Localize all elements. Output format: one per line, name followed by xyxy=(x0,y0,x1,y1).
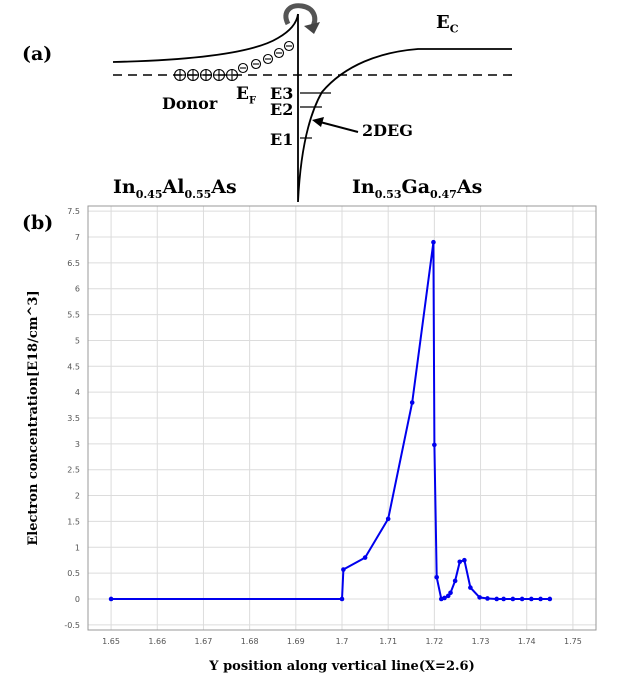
donor-label: Donor xyxy=(162,94,218,113)
data-point xyxy=(341,567,346,572)
x-tick-label: 1.71 xyxy=(379,637,397,646)
y-tick-label: 2.5 xyxy=(67,466,80,475)
data-point xyxy=(442,595,447,601)
electron-concentration-chart: 1.65 1.66 1.67 1.68 1.69 1.7 1.71 1.72 1.73 1.74 1… xyxy=(26,205,597,674)
data-point xyxy=(457,559,463,565)
x-tick-label: 1.66 xyxy=(148,637,166,646)
y-tick-label: 0.5 xyxy=(67,569,80,578)
electron xyxy=(250,58,262,70)
electron xyxy=(283,40,295,52)
rotation-arrow-head xyxy=(304,22,320,34)
y-tick-label: 5.5 xyxy=(67,311,80,320)
rotation-arrow-icon xyxy=(283,3,318,30)
x-tick-label: 1.68 xyxy=(241,637,259,646)
twodeg-arrow-line xyxy=(319,121,359,133)
y-tick-label: 5 xyxy=(75,336,80,345)
y-tick-label: 6.5 xyxy=(67,259,80,268)
y-tick-label: 6 xyxy=(75,285,80,294)
electron xyxy=(262,53,274,65)
series-line xyxy=(111,242,550,601)
material-right-label: In0.53Ga0.47As xyxy=(352,176,483,201)
data-point xyxy=(431,239,436,245)
electron xyxy=(273,47,285,59)
data-point xyxy=(434,574,439,580)
panel-b-label: (b) xyxy=(22,212,54,234)
data-point xyxy=(432,442,437,448)
data-point xyxy=(510,596,516,602)
data-point xyxy=(529,596,534,602)
band-diagram xyxy=(112,3,512,203)
twodeg-label: 2DEG xyxy=(362,121,413,140)
donor-ion xyxy=(199,68,213,82)
data-point xyxy=(462,557,467,563)
y-tick-label: 3.5 xyxy=(67,414,80,423)
data-point xyxy=(494,596,500,602)
x-tick-label: 1.75 xyxy=(564,637,582,646)
material-left-label: In0.45Al0.55As xyxy=(113,176,237,201)
data-point xyxy=(519,596,525,602)
conduction-band-right xyxy=(297,14,512,203)
conduction-band-left xyxy=(112,13,299,63)
x-tick-label: 1.7 xyxy=(336,637,349,646)
data-point xyxy=(448,590,453,596)
y-tick-label: 4.5 xyxy=(67,362,80,371)
data-point xyxy=(485,596,490,601)
x-tick-label: 1.72 xyxy=(425,637,443,646)
y-axis-label: Electron concentration[E18/cm^3] xyxy=(26,290,41,545)
data-point xyxy=(501,596,506,602)
y-tick-labels: -0.5 0 0.5 1 1.5 2 2.5 3 3.5 4 4.5 5 5.5 6 6.5 7 7.5 xyxy=(64,207,80,630)
donor-ions xyxy=(173,68,239,82)
data-point xyxy=(362,555,368,560)
y-tick-label: 3 xyxy=(75,440,80,449)
donor-ion xyxy=(186,68,200,82)
data-point xyxy=(477,595,482,600)
x-tick-labels: 1.65 1.66 1.67 1.68 1.69 1.7 1.71 1.72 1.73 1.74 1… xyxy=(102,637,582,646)
y-tick-label: 7.5 xyxy=(67,207,80,216)
plot-area-frame xyxy=(87,205,597,631)
x-tick-label: 1.74 xyxy=(518,637,536,646)
x-tick-label: 1.67 xyxy=(195,637,213,646)
ef-label: EF xyxy=(236,84,257,107)
x-tick-label: 1.69 xyxy=(287,637,305,646)
donor-ion xyxy=(225,68,239,82)
y-tick-label: 2 xyxy=(75,492,80,501)
donor-ion xyxy=(212,68,226,82)
data-point xyxy=(452,578,458,584)
y-tick-label: 4 xyxy=(75,388,80,397)
y-tick-label: 1 xyxy=(75,543,80,552)
data-point xyxy=(547,596,553,602)
panel-a-label: (a) xyxy=(22,43,53,65)
data-point xyxy=(385,516,391,522)
x-axis-label: Y position along vertical line(X=2.6) xyxy=(208,659,474,674)
data-point xyxy=(339,596,345,602)
data-point xyxy=(409,400,415,405)
electron xyxy=(237,62,249,74)
level-e3-label: E3 xyxy=(270,84,294,103)
y-tick-label: -0.5 xyxy=(64,621,80,630)
level-e1-label: E1 xyxy=(270,130,294,149)
y-tick-label: 1.5 xyxy=(67,517,80,526)
level-e2-label: E2 xyxy=(270,100,294,119)
x-tick-label: 1.65 xyxy=(102,637,120,646)
data-point xyxy=(468,585,473,590)
donor-ion xyxy=(173,68,187,82)
series-points xyxy=(108,239,553,602)
data-point xyxy=(538,596,543,602)
twodeg-arrow-head xyxy=(312,117,324,127)
ec-label: EC xyxy=(436,12,459,36)
chart-grid xyxy=(88,206,596,630)
y-tick-label: 0 xyxy=(75,595,80,604)
x-tick-label: 1.73 xyxy=(472,637,490,646)
y-tick-label: 7 xyxy=(75,233,80,242)
electrons xyxy=(237,40,295,74)
data-point xyxy=(108,596,114,602)
